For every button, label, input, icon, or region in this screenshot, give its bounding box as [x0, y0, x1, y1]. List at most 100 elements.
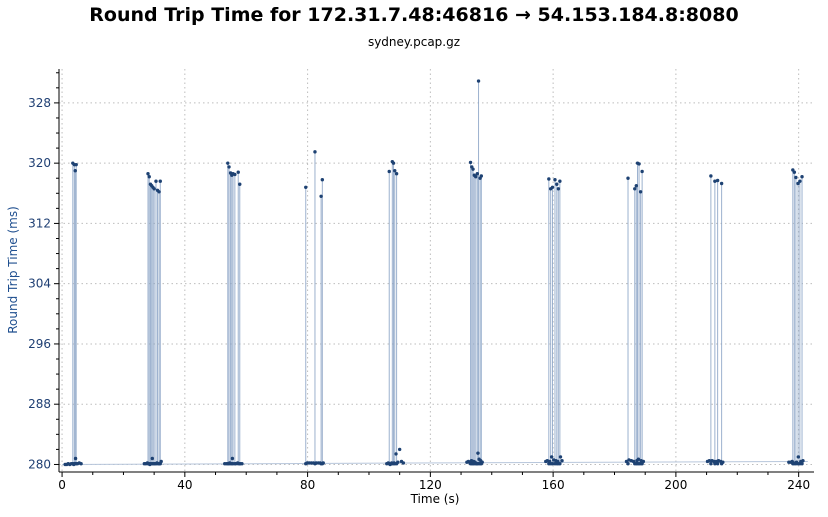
rtt-low-point: [796, 455, 801, 459]
rtt-low-point: [230, 456, 235, 461]
rtt-low-point: [311, 461, 316, 465]
x-tick-label: 240: [787, 478, 810, 492]
rtt-point: [547, 177, 551, 181]
y-tick-label: 296: [28, 337, 51, 351]
y-tick-label: 320: [28, 156, 51, 170]
rtt-point: [640, 169, 644, 174]
rtt-point: [713, 179, 717, 183]
rtt-low-point: [397, 447, 402, 452]
y-tick-label: 312: [28, 216, 51, 230]
rtt-point: [320, 178, 325, 182]
rtt-point: [634, 184, 638, 188]
x-tick-label: 160: [542, 478, 565, 492]
rtt-low-point: [401, 461, 406, 465]
rtt-low-point: [560, 459, 564, 463]
rtt-point: [152, 187, 156, 191]
rtt-point: [709, 174, 713, 178]
rtt-low-point: [631, 459, 636, 464]
rtt-point: [556, 187, 561, 191]
baseline-trend: [62, 460, 808, 465]
rtt-low-point: [480, 460, 484, 464]
rtt-point: [475, 172, 480, 176]
rtt-low-point: [558, 455, 563, 459]
grid-layer: [59, 69, 814, 472]
rtt-point: [387, 169, 391, 174]
rtt-low-point: [148, 462, 152, 467]
rtt-low-point: [224, 462, 229, 466]
rtt-low-point: [79, 462, 83, 466]
rtt-base-point: [550, 462, 555, 466]
rtt-base-point: [558, 462, 562, 466]
rtt-point: [227, 165, 231, 169]
rtt-point: [474, 175, 478, 179]
y-tick-label: 328: [28, 96, 51, 110]
rtt-low-point: [707, 459, 712, 463]
rtt-point: [792, 170, 797, 174]
rtt-point: [468, 160, 473, 165]
x-tick-label: 200: [664, 478, 687, 492]
rtt-base-point: [709, 462, 713, 466]
baseline-layer: [62, 460, 808, 465]
y-axis-title: Round Trip Time (ms): [6, 206, 20, 334]
rtt-point: [391, 161, 396, 165]
rtt-point: [394, 172, 399, 176]
rtt-point: [233, 172, 237, 177]
rtt-low-point: [556, 459, 560, 464]
rtt-low-point: [73, 456, 78, 461]
chart-title: Round Trip Time for 172.31.7.48:46816 → …: [89, 4, 738, 26]
rtt-point: [800, 175, 804, 179]
rtt-point: [313, 150, 317, 154]
rtt-point: [715, 178, 720, 183]
rtt-point: [794, 175, 798, 180]
rtt-low-point: [318, 461, 322, 465]
rtt-low-point: [792, 461, 796, 465]
rtt-point: [638, 190, 643, 194]
rtt-low-point: [721, 460, 725, 464]
rtt-point: [238, 182, 242, 186]
rtt-point: [158, 179, 162, 183]
rtt-point: [471, 167, 475, 171]
rtt-low-point: [392, 461, 396, 465]
x-axis-title: Time (s): [410, 492, 460, 506]
rtt-low-point: [476, 451, 480, 455]
rtt-point: [479, 174, 484, 178]
rtt-point: [157, 190, 161, 194]
rtt-low-point: [712, 459, 716, 464]
rtt-low-point: [549, 455, 554, 459]
y-tick-label: 280: [28, 457, 51, 471]
rtt-low-point: [150, 456, 155, 461]
rtt-points: [63, 79, 805, 467]
rtt-point: [304, 185, 308, 189]
x-tick-label: 120: [419, 478, 442, 492]
rtt-point: [798, 179, 802, 183]
x-tick-label: 0: [58, 478, 66, 492]
rtt-point: [633, 187, 637, 191]
rtt-low-point: [801, 459, 805, 463]
y-tick-label: 304: [28, 277, 51, 291]
rtt-point: [73, 168, 77, 173]
rtt-point: [476, 79, 481, 83]
rtt-low-point: [321, 461, 325, 465]
rtt-point: [226, 161, 230, 165]
rtt-point: [393, 168, 397, 173]
rtt-low-point: [227, 461, 232, 465]
rtt-point: [550, 185, 555, 189]
rtt-low-point: [72, 462, 76, 467]
rtt-low-point: [624, 459, 629, 464]
rtt-low-point: [641, 459, 646, 464]
rtt-stems: [72, 81, 803, 464]
axis-layer: 280 288 296 304 312 320 328 0 40 80 120 160 200 240: [28, 69, 814, 492]
rtt-point: [719, 181, 724, 186]
x-tick-label: 80: [300, 478, 315, 492]
rtt-point: [553, 178, 557, 182]
rtt-low-point: [240, 462, 244, 466]
x-tick-label: 40: [177, 478, 192, 492]
rtt-low-point: [394, 452, 398, 456]
rtt-point: [555, 182, 559, 186]
rtt-point: [146, 172, 150, 176]
rtt-point: [74, 162, 78, 167]
rtt-point: [637, 162, 641, 166]
rtt-point: [147, 175, 151, 179]
